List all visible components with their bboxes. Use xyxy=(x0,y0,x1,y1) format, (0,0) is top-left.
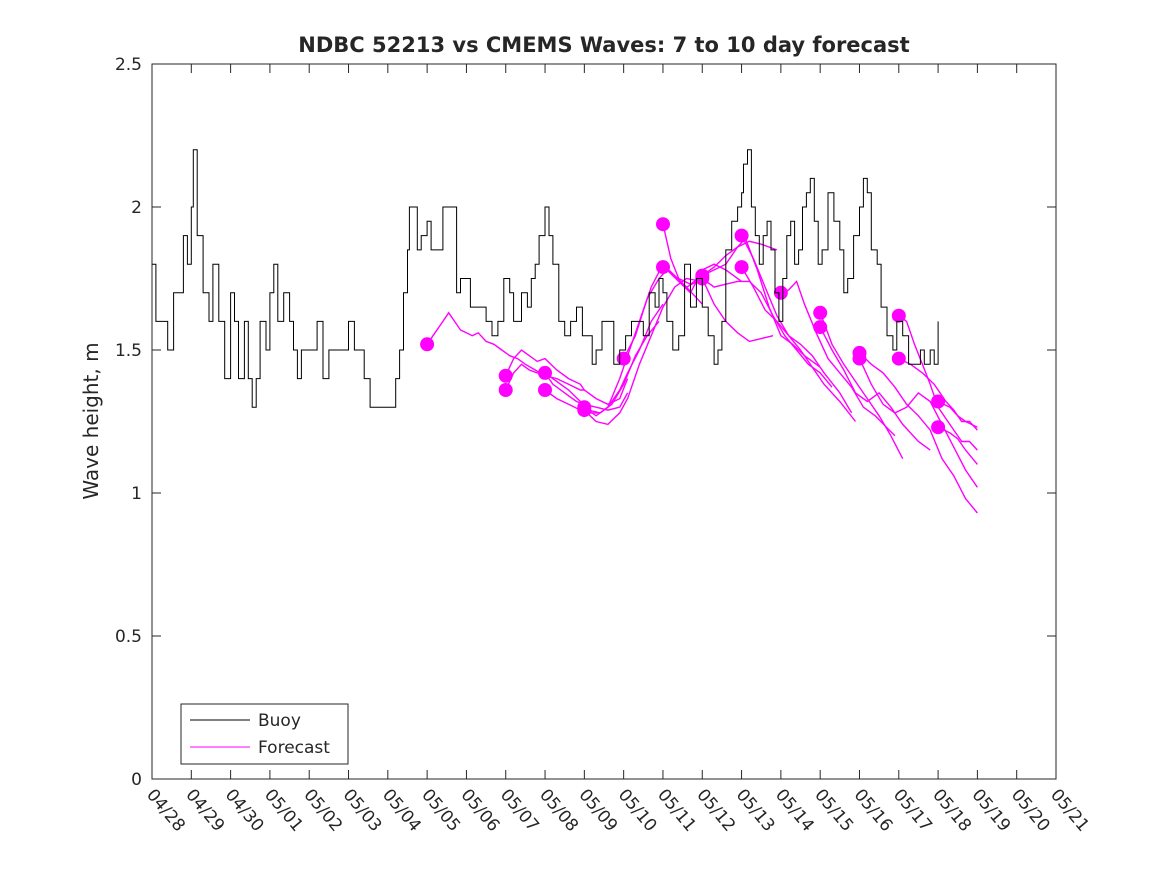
forecast-series xyxy=(420,217,978,514)
y-tick-label: 1.5 xyxy=(115,341,142,361)
forecast-start-marker xyxy=(891,308,906,323)
forecast-start-marker xyxy=(538,383,552,397)
forecast-start-marker xyxy=(656,260,670,275)
forecast-start-marker xyxy=(813,305,828,320)
buoy-line xyxy=(152,149,939,408)
forecast-start-marker xyxy=(931,394,946,409)
legend-label-buoy: Buoy xyxy=(258,711,301,731)
y-axis-label: Wave height, m xyxy=(79,342,103,499)
forecast-start-marker xyxy=(734,260,749,275)
forecast-line xyxy=(426,311,585,391)
axes-ticks xyxy=(151,63,1057,780)
forecast-start-marker xyxy=(616,351,631,366)
forecast-line xyxy=(780,280,896,437)
chart-title: NDBC 52213 vs CMEMS Waves: 7 to 10 day f… xyxy=(298,33,909,57)
forecast-start-marker xyxy=(734,228,749,243)
forecast-line xyxy=(819,312,904,460)
forecast-line xyxy=(740,235,853,414)
legend: Buoy Forecast xyxy=(180,703,349,765)
forecast-start-marker xyxy=(773,285,788,300)
plot-area xyxy=(151,63,1057,780)
forecast-line xyxy=(819,326,931,451)
forecast-line xyxy=(740,266,857,422)
y-tick-labels: 0 0.5 1 1.5 2 2.5 xyxy=(115,55,142,790)
y-tick-label: 2 xyxy=(131,198,142,218)
forecast-start-marker xyxy=(498,368,513,383)
forecast-line xyxy=(859,352,978,514)
y-tick-label: 0 xyxy=(131,770,142,790)
y-tick-label: 0.5 xyxy=(115,627,142,647)
y-tick-label: 1 xyxy=(131,484,142,504)
forecast-line xyxy=(583,277,703,426)
forecast-line xyxy=(701,237,821,368)
forecast-start-marker xyxy=(891,351,906,366)
y-tick-label: 2.5 xyxy=(115,55,142,75)
forecast-start-marker xyxy=(498,383,513,397)
buoy-series xyxy=(152,149,939,408)
forecast-start-marker xyxy=(931,420,946,435)
legend-box xyxy=(180,703,349,765)
forecast-line xyxy=(505,363,629,411)
forecast-start-marker xyxy=(656,217,670,232)
forecast-start-marker xyxy=(852,351,867,366)
forecast-start-marker xyxy=(813,320,828,335)
forecast-line xyxy=(701,277,833,388)
forecast-line xyxy=(662,224,778,286)
forecast-line xyxy=(937,426,978,465)
forecast-line xyxy=(937,400,978,428)
forecast-start-marker xyxy=(538,365,552,380)
forecast-start-marker xyxy=(420,337,435,352)
forecast-line xyxy=(662,266,774,343)
forecast-line xyxy=(623,263,743,359)
forecast-line xyxy=(505,349,629,406)
forecast-line xyxy=(858,358,978,488)
forecast-start-marker xyxy=(577,400,592,415)
legend-label-forecast: Forecast xyxy=(258,738,330,758)
